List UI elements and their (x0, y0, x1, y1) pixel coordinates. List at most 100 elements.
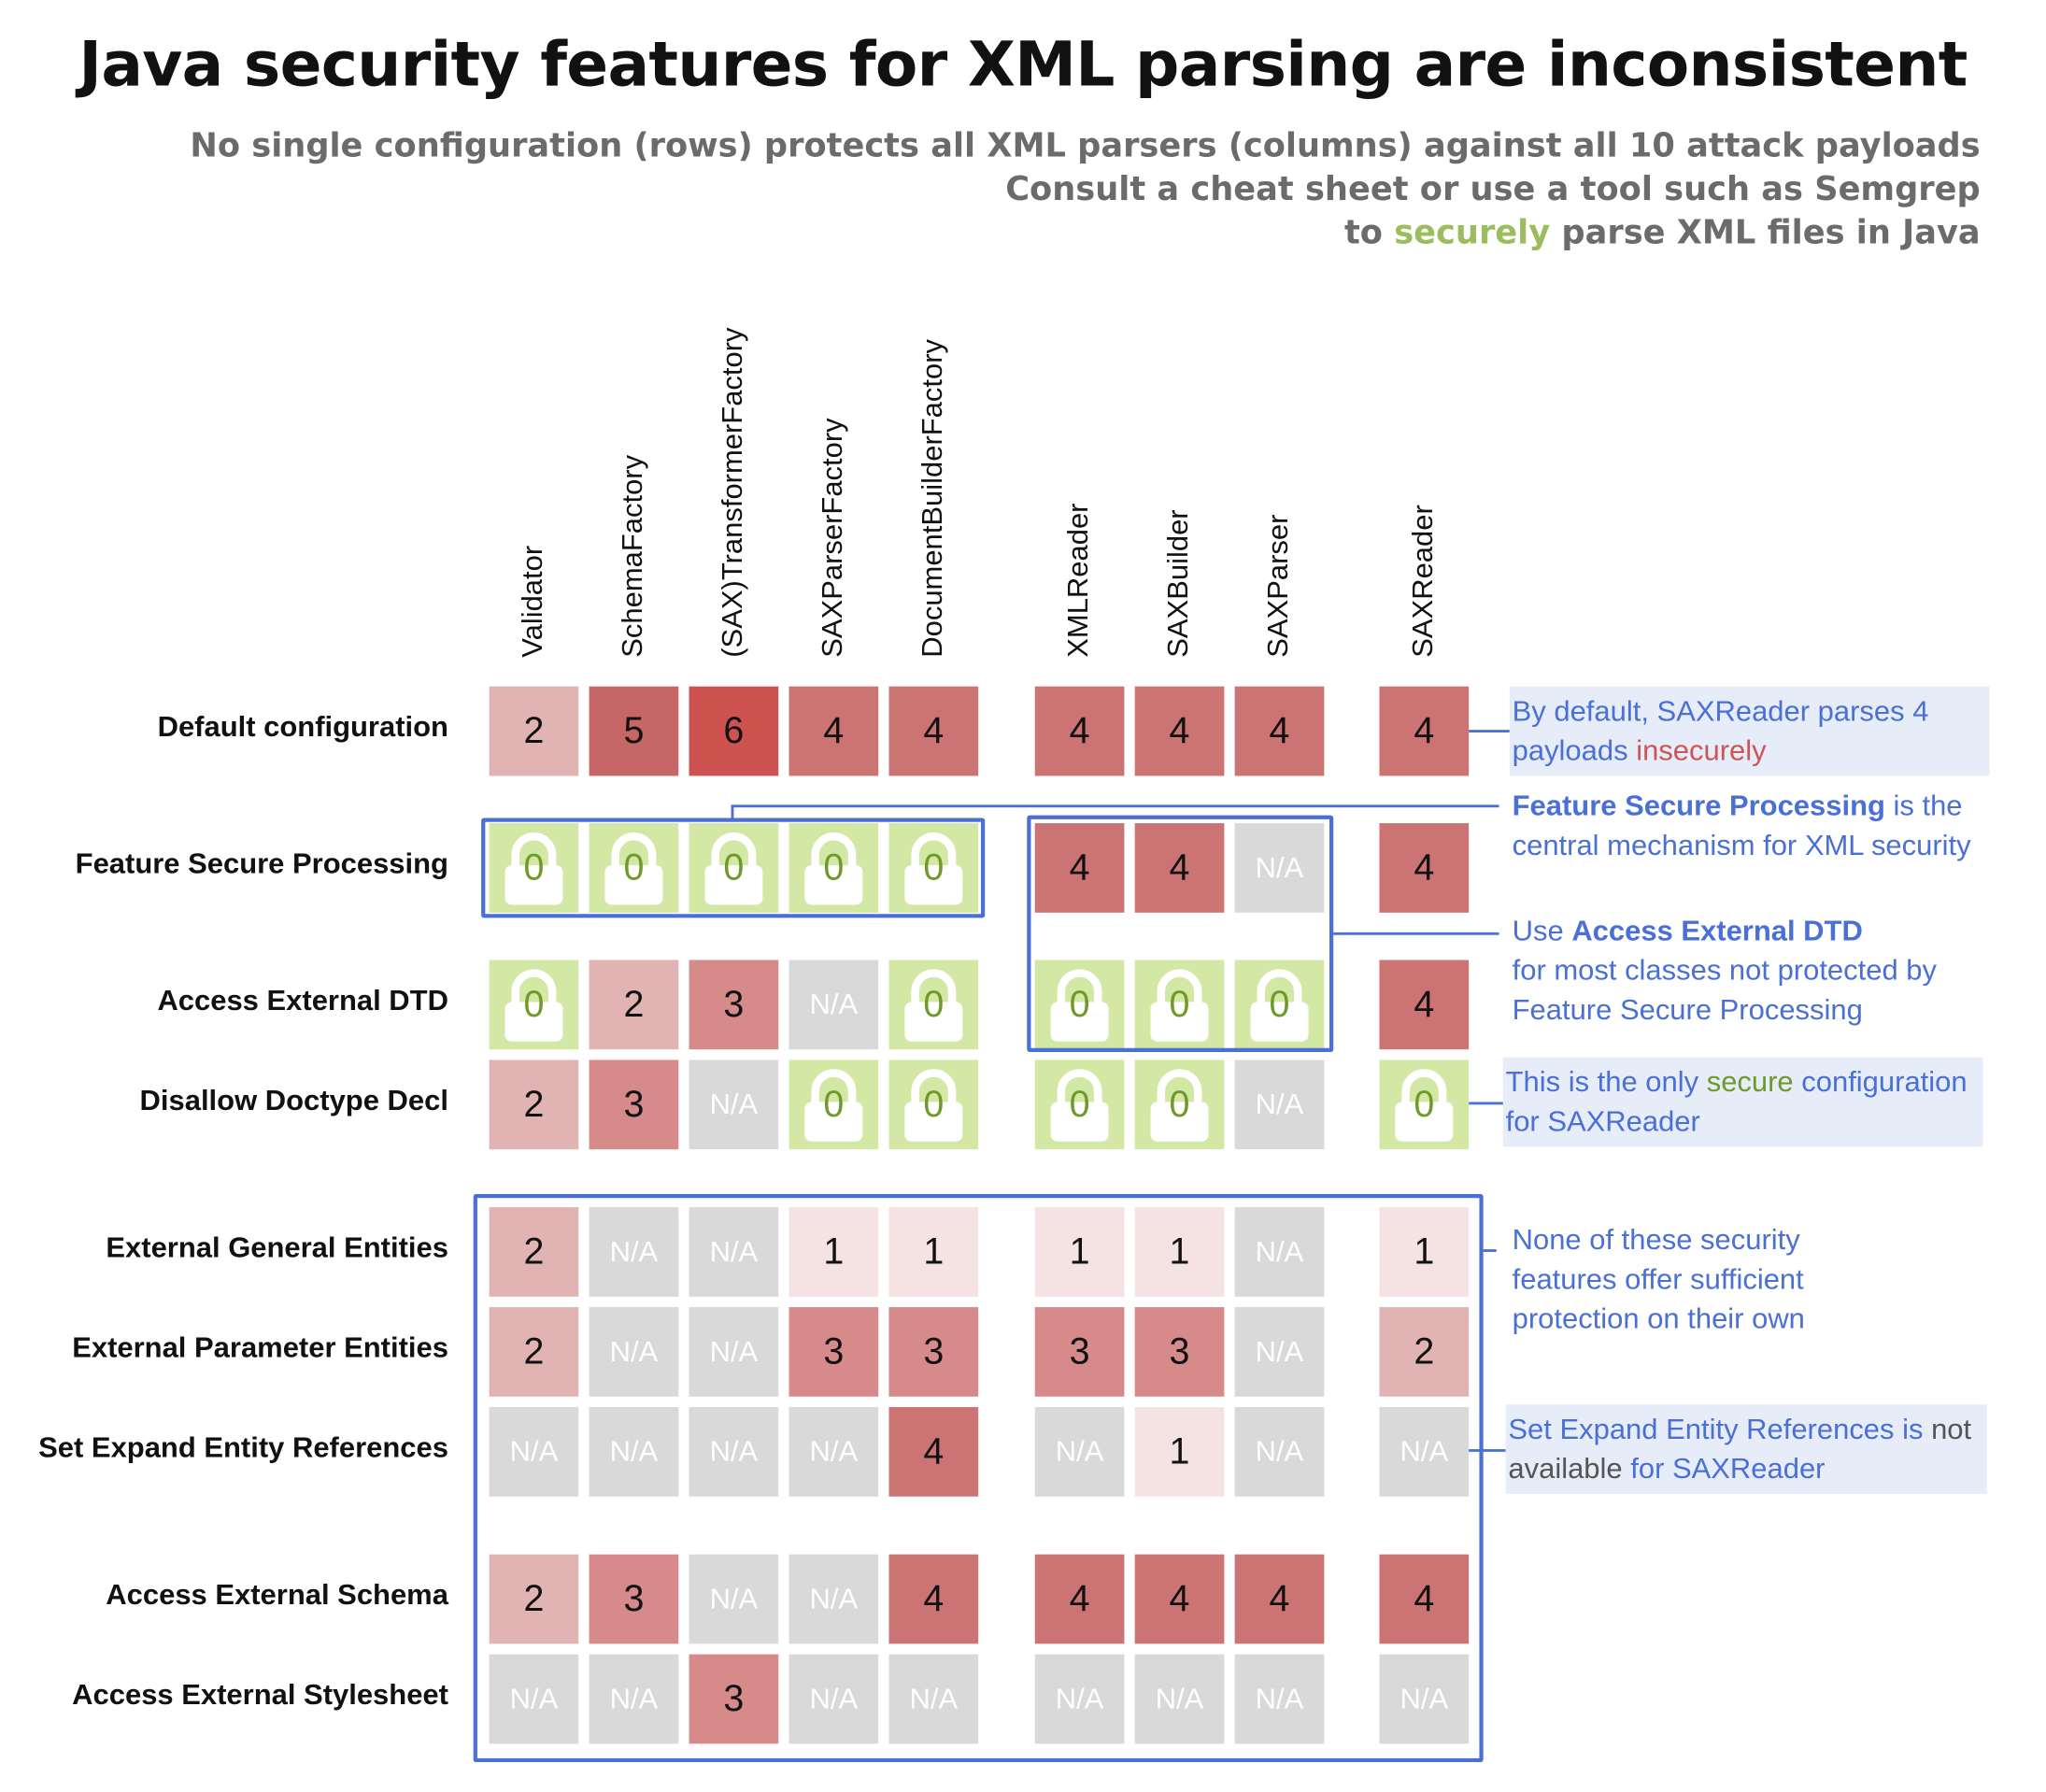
heatmap-cell: 0 (888, 960, 979, 1050)
cell-value: 4 (1169, 1578, 1190, 1619)
heatmap-cell: N/A (1134, 1654, 1225, 1744)
heatmap-cell: N/A (1234, 1060, 1325, 1150)
connector-line (1469, 1449, 1506, 1452)
cell-value: 3 (623, 1578, 645, 1619)
heatmap-cell: 4 (1034, 686, 1125, 776)
heatmap-cell: 3 (589, 1060, 679, 1150)
cell-value: 4 (1414, 846, 1435, 889)
row-label: Access External DTD (157, 983, 448, 1017)
lock-icon (804, 1069, 863, 1142)
lock-icon (1395, 1069, 1454, 1142)
heatmap-cell: 4 (1379, 960, 1470, 1050)
heatmap-cell: N/A (1379, 1654, 1470, 1744)
annotation-default: By default, SAXReader parses 4 payloads … (1509, 686, 1990, 776)
cell-value: 4 (1414, 1578, 1435, 1619)
heatmap-cell: 0 (789, 823, 879, 913)
cell-value: 4 (1069, 846, 1090, 889)
annotation-text: This is the only (1505, 1065, 1707, 1099)
annotation-text: Use (1512, 914, 1572, 947)
cell-value: 4 (823, 710, 845, 751)
cell-value: N/A (609, 1682, 659, 1715)
cell-value: 1 (1069, 1230, 1090, 1273)
annotation-muted: not available (1508, 1412, 1972, 1486)
heatmap-cell: N/A (689, 1407, 779, 1497)
annotation-text: is the central mechanism for XML securit… (1512, 789, 1971, 861)
chart-title: Java security features for XML parsing a… (78, 28, 1968, 102)
cell-value: 3 (823, 1330, 845, 1372)
column-label-text: SchemaFactory (615, 454, 648, 658)
subtitle-line-1: No single configuration (rows) protects … (190, 126, 1981, 164)
cell-value: 0 (923, 983, 945, 1025)
cell-value: 0 (1269, 983, 1290, 1025)
heatmap-cell: 0 (1034, 960, 1125, 1050)
heatmap-cell: 0 (489, 960, 579, 1050)
heatmap-cell: N/A (1034, 1654, 1125, 1744)
cell-value: N/A (1055, 1434, 1104, 1468)
heatmap-cell: 4 (1134, 823, 1225, 913)
heatmap-cell: 3 (1134, 1307, 1225, 1397)
cell-value: 4 (1414, 710, 1435, 751)
heatmap-cell: 1 (1134, 1407, 1225, 1497)
connector-line (1333, 932, 1499, 935)
heatmap-cell: 2 (489, 1554, 579, 1644)
cell-value: N/A (1255, 1334, 1304, 1368)
cell-value: N/A (1400, 1682, 1449, 1715)
row-label: Default configuration (157, 710, 448, 744)
subtitle-line-3: to securely parse XML files in Java (1344, 213, 1981, 251)
heatmap-cell: 4 (888, 686, 979, 776)
column-label-text: DocumentBuilderFactory (915, 338, 948, 658)
cell-value: 4 (1414, 983, 1435, 1025)
heatmap-cell: N/A (589, 1407, 679, 1497)
heatmap-cell: 0 (1234, 960, 1325, 1050)
heatmap-cell: 4 (1234, 686, 1325, 776)
heatmap-cell: 0 (1134, 1060, 1225, 1150)
heatmap-cell: N/A (1234, 1654, 1325, 1744)
heatmap-cell: 4 (1379, 1554, 1470, 1644)
cell-value: N/A (1255, 1234, 1304, 1268)
cell-value: N/A (609, 1234, 659, 1268)
heatmap-cell: 4 (888, 1407, 979, 1497)
annotation-highlight: secure (1706, 1065, 1794, 1099)
annotation-text: for SAXReader (1622, 1451, 1826, 1486)
cell-value: N/A (1255, 1088, 1304, 1121)
annotation-text: By default, SAXReader parses 4 payloads (1512, 694, 1929, 767)
cell-value: N/A (1155, 1682, 1204, 1715)
annotation-bold: Feature Secure Processing (1512, 789, 1885, 822)
heatmap-cell: 0 (1379, 1060, 1470, 1150)
subtitle-highlight: securely (1394, 213, 1551, 251)
heatmap-cell: 4 (1134, 686, 1225, 776)
heatmap-cell: 0 (1034, 1060, 1125, 1150)
cell-value: 2 (623, 983, 645, 1025)
cell-value: 3 (923, 1330, 945, 1372)
lock-icon (1050, 1069, 1109, 1142)
lock-icon (1150, 1069, 1209, 1142)
cell-value: 4 (1269, 710, 1290, 751)
heatmap-cell: 1 (1034, 1207, 1125, 1297)
row-label: External General Entities (106, 1230, 448, 1264)
cell-value: 2 (523, 1230, 545, 1273)
fsp-highlight-box (481, 818, 986, 918)
lock-icon (904, 832, 963, 905)
heatmap-cell: N/A (789, 1654, 879, 1744)
lock-icon (704, 832, 763, 905)
heatmap-cell: 3 (789, 1307, 879, 1397)
column-label-text: XMLReader (1060, 503, 1095, 658)
cell-value: 3 (723, 1677, 745, 1719)
column-label-text: SAXBuilder (1160, 509, 1195, 658)
cell-value: 2 (1414, 1330, 1435, 1372)
lock-icon (504, 969, 563, 1042)
cell-value: 1 (923, 1230, 945, 1273)
heatmap-cell: N/A (1234, 1407, 1325, 1497)
heatmap-cell: N/A (689, 1554, 779, 1644)
heatmap-cell: 0 (1134, 960, 1225, 1050)
cell-value: N/A (709, 1434, 759, 1468)
heatmap-cell: 6 (689, 686, 779, 776)
cell-value: 2 (523, 1578, 545, 1619)
cell-value: 4 (923, 1578, 945, 1619)
heatmap-cell: 4 (1379, 823, 1470, 913)
heatmap-cell: 0 (888, 1060, 979, 1150)
cell-value: 4 (1069, 1578, 1090, 1619)
heatmap-cell: N/A (489, 1654, 579, 1744)
heatmap-cell: 3 (1034, 1307, 1125, 1397)
